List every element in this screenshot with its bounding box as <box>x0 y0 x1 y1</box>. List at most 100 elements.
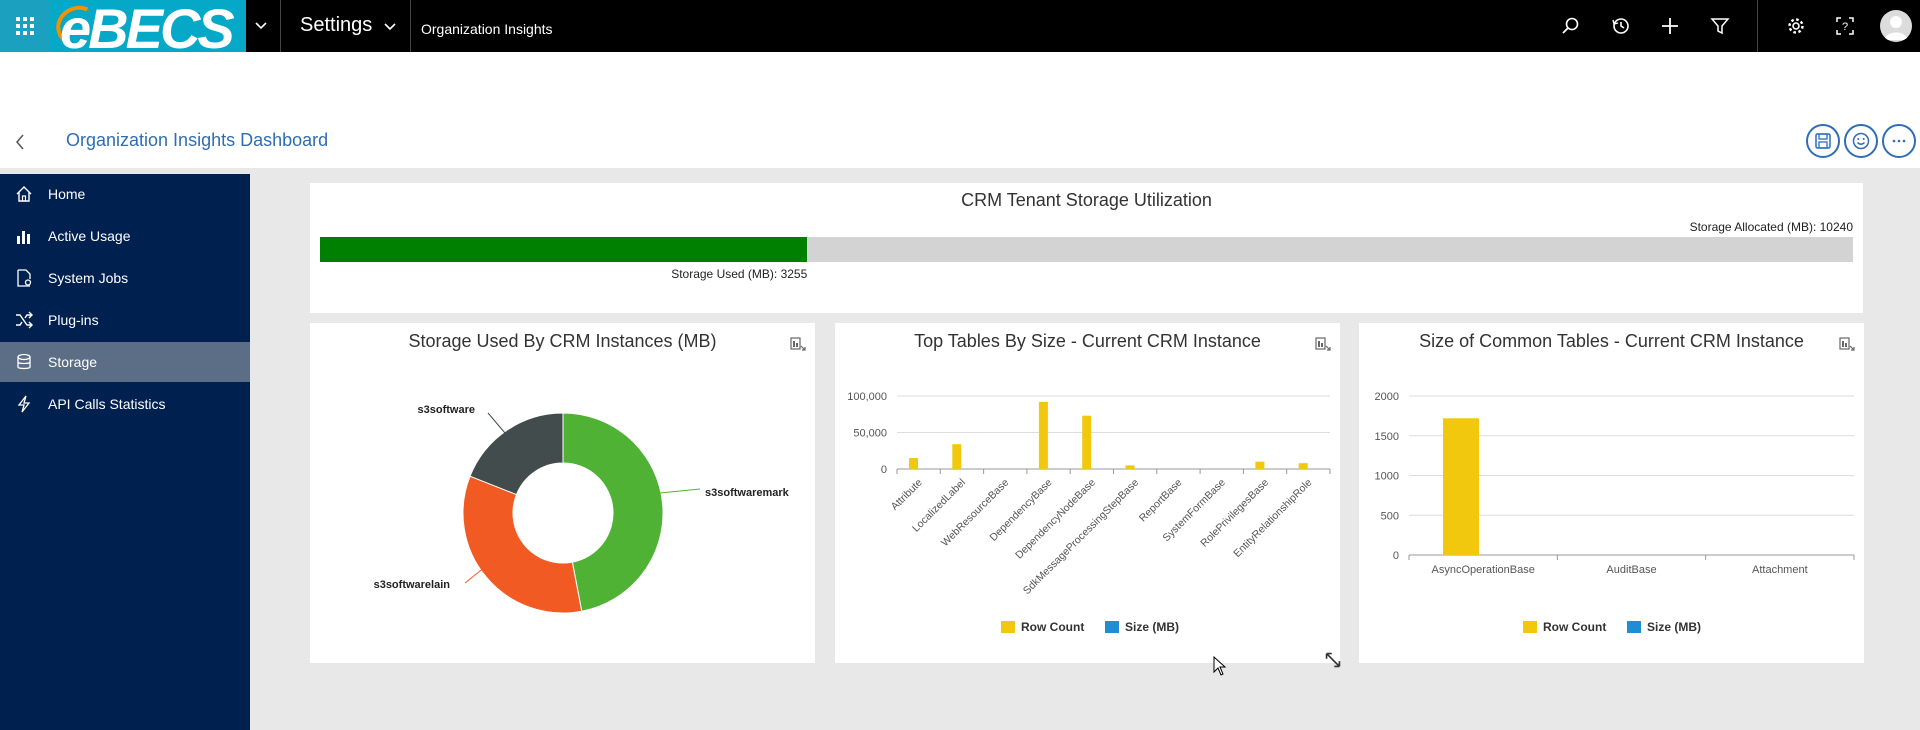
card-title: CRM Tenant Storage Utilization <box>961 190 1212 210</box>
filter-icon[interactable] <box>1708 14 1732 38</box>
bar <box>1443 418 1479 555</box>
page-header: Organization Insights Dashboard <box>0 52 1920 168</box>
expand-chart-icon[interactable] <box>1838 335 1856 353</box>
chevron-down-icon[interactable] <box>250 14 272 38</box>
sidebar-item-label: Plug-ins <box>48 312 99 328</box>
x-tick-label: AsyncOperationBase <box>1431 564 1534 576</box>
history-icon[interactable] <box>1609 14 1633 38</box>
x-tick-label: EntityRelationshipRole <box>1231 477 1314 560</box>
top-tables-bar-chart: 050,000100,000AttributeLocalizedLabelWeb… <box>847 391 1331 634</box>
slice-label: s3software <box>418 404 475 416</box>
feedback-button[interactable] <box>1844 124 1878 158</box>
breadcrumb[interactable]: Organization Insights <box>421 21 553 37</box>
x-tick-label: AuditBase <box>1606 564 1656 576</box>
sidebar-item-storage[interactable]: Storage <box>0 342 250 382</box>
plus-icon[interactable] <box>1658 14 1682 38</box>
x-tick-label: Attachment <box>1752 564 1808 576</box>
storage-bar-fill <box>320 237 808 262</box>
dashboard-title: Organization Insights Dashboard <box>66 130 329 150</box>
sidebar-item-active-usage[interactable]: Active Usage <box>0 216 250 256</box>
donut-slice <box>469 412 564 496</box>
sidebar-item-label: API Calls Statistics <box>48 396 166 412</box>
slice-leader-line <box>659 488 701 494</box>
nav-divider <box>280 0 281 52</box>
bar <box>952 444 962 469</box>
y-tick-label: 1500 <box>1375 431 1399 443</box>
slice-label: s3softwarelain <box>374 579 451 591</box>
gear-icon[interactable] <box>1784 14 1808 38</box>
bar <box>1038 401 1048 469</box>
y-tick-label: 0 <box>881 464 887 476</box>
y-tick-label: 500 <box>1381 510 1399 522</box>
slice-leader-line <box>464 562 491 584</box>
chart-title: Size of Common Tables - Current CRM Inst… <box>1419 331 1804 351</box>
donut-slice <box>562 412 664 612</box>
app-launcher-button[interactable] <box>0 0 50 52</box>
search-icon[interactable] <box>1559 14 1583 38</box>
storage-allocated-label: Storage Allocated (MB): 10240 <box>1689 220 1853 234</box>
nav-divider <box>410 0 411 52</box>
expand-chart-icon[interactable] <box>789 335 807 353</box>
bar-chart-icon <box>14 226 34 246</box>
storage-utilization-card: CRM Tenant Storage Utilization Storage A… <box>310 183 1863 313</box>
common-tables-bar-chart: 0 500 1000 1500 2000 AsyncOperationBase AuditB… <box>1375 391 1855 634</box>
document-settings-icon <box>14 268 34 288</box>
y-tick-label: 1000 <box>1375 471 1399 483</box>
user-avatar[interactable] <box>1880 10 1912 42</box>
database-icon <box>14 352 34 372</box>
sidebar-item-plugins[interactable]: Plug-ins <box>0 300 250 340</box>
home-icon <box>14 184 34 204</box>
bar <box>1298 463 1308 469</box>
logo-text: eBECS <box>60 0 235 52</box>
chart-card-top-tables: Top Tables By Size - Current CRM Instanc… <box>835 323 1341 668</box>
storage-bar-track <box>320 237 1853 262</box>
top-navigation-bar: eBECS Settings Organization Insights ? <box>0 0 1920 52</box>
lightning-icon <box>14 394 34 414</box>
legend-label: Size (MB) <box>1647 620 1701 634</box>
y-tick-label: 0 <box>1393 550 1399 562</box>
bar <box>1125 465 1135 469</box>
y-tick-label: 2000 <box>1375 391 1399 403</box>
chart-card-common-tables: Size of Common Tables - Current CRM Inst… <box>1359 323 1864 663</box>
storage-used-label: Storage Used (MB): 3255 <box>671 267 808 281</box>
legend-label: Row Count <box>1543 620 1606 634</box>
sidebar: Home Active Usage System Jobs Plug-ins S… <box>0 174 250 730</box>
chart-title: Storage Used By CRM Instances (MB) <box>408 331 717 351</box>
waffle-icon <box>16 17 34 35</box>
legend-swatch <box>1523 621 1537 633</box>
smiley-icon <box>1852 132 1870 150</box>
help-icon[interactable]: ? <box>1833 14 1857 38</box>
donut-chart: s3softwaremark s3softwarelain s3software <box>374 404 790 614</box>
sidebar-item-system-jobs[interactable]: System Jobs <box>0 258 250 298</box>
sidebar-item-api-calls-statistics[interactable]: API Calls Statistics <box>0 384 250 424</box>
save-button[interactable] <box>1806 124 1840 158</box>
legend-swatch <box>1627 621 1641 633</box>
shuffle-icon <box>14 310 34 330</box>
x-tick-label: DependencyNodeBase <box>1013 477 1098 562</box>
area-selector-label[interactable]: Settings <box>300 14 373 36</box>
sidebar-item-home[interactable]: Home <box>0 174 250 214</box>
back-button[interactable] <box>10 130 30 154</box>
legend-swatch <box>1001 621 1015 633</box>
sidebar-item-label: Storage <box>48 354 98 370</box>
more-options-button[interactable] <box>1882 124 1916 158</box>
resize-handle-icon[interactable] <box>1324 651 1341 668</box>
chart-card-instances: Storage Used By CRM Instances (MB) s3sof… <box>310 323 815 663</box>
expand-chart-icon[interactable] <box>1314 335 1332 353</box>
bar <box>909 458 918 469</box>
y-tick-label: 50,000 <box>853 428 887 440</box>
mouse-cursor-icon <box>1213 656 1227 676</box>
legend-label: Row Count <box>1021 620 1084 634</box>
nav-divider <box>1757 0 1758 52</box>
legend-label: Size (MB) <box>1125 620 1179 634</box>
slice-leader-line <box>487 412 506 434</box>
legend-swatch <box>1105 621 1119 633</box>
bar <box>1082 415 1092 469</box>
sidebar-item-label: Active Usage <box>48 228 131 244</box>
y-tick-label: 100,000 <box>847 391 887 403</box>
ebecs-logo[interactable]: eBECS <box>50 0 246 52</box>
chevron-down-icon[interactable] <box>380 16 400 38</box>
sidebar-item-label: System Jobs <box>48 270 129 286</box>
donut-slice <box>462 475 583 614</box>
bar <box>1255 461 1265 469</box>
